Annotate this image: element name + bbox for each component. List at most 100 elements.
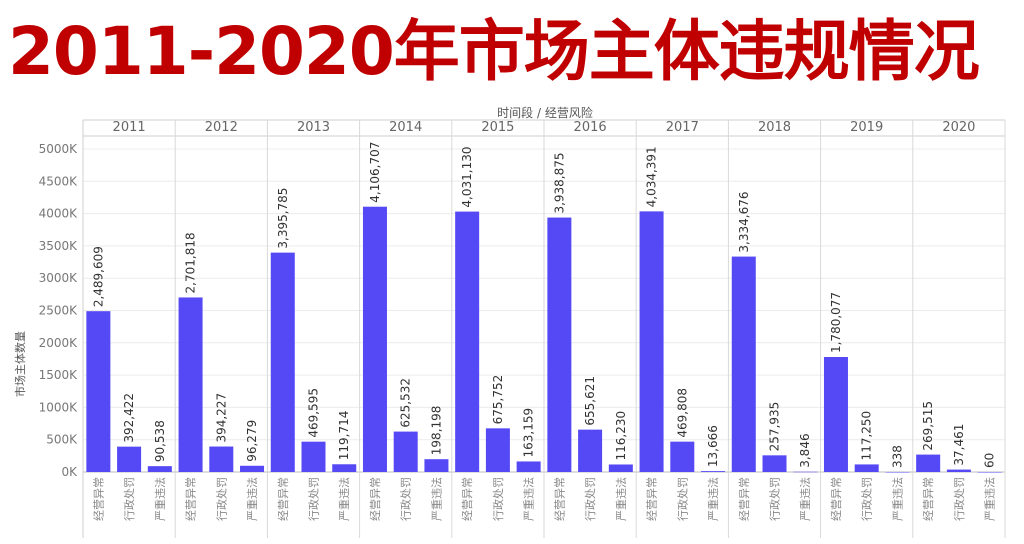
bars bbox=[86, 206, 1002, 473]
y-tick-label: 1500K bbox=[39, 368, 79, 382]
data-label: 4,106,707 bbox=[368, 142, 382, 203]
panel-frame bbox=[82, 119, 1006, 538]
bar bbox=[209, 446, 234, 472]
bar bbox=[977, 471, 1002, 473]
data-label: 4,031,130 bbox=[460, 147, 474, 208]
x-category-label: 行政处罚 bbox=[122, 477, 136, 521]
data-label: 90,538 bbox=[153, 420, 167, 462]
data-label: 2,701,818 bbox=[184, 232, 198, 293]
page-title: 2011-2020年市场主体违规情况 bbox=[8, 13, 980, 90]
bar bbox=[854, 464, 879, 472]
data-label: 1,780,077 bbox=[829, 292, 843, 353]
data-label: 2,489,609 bbox=[91, 246, 105, 307]
x-category-label: 经营异常 bbox=[645, 477, 659, 521]
bar bbox=[547, 217, 572, 472]
x-category-label: 行政处罚 bbox=[491, 477, 505, 521]
y-tick-label: 4500K bbox=[39, 174, 79, 188]
bar bbox=[516, 461, 541, 472]
year-headers: 2011 2012 2013 2014 2015 2016 2017 2018 2019 2020 bbox=[113, 120, 976, 135]
bar bbox=[393, 431, 418, 472]
bar bbox=[455, 211, 480, 473]
x-category-label: 经营异常 bbox=[552, 477, 566, 521]
x-category-label: 行政处罚 bbox=[214, 477, 228, 521]
bar bbox=[362, 206, 387, 472]
data-label: 119,714 bbox=[337, 411, 351, 461]
x-category-label: 严重违法 bbox=[153, 477, 167, 521]
x-category-label: 行政处罚 bbox=[399, 477, 413, 521]
y-axis-label: 市场主体数量 bbox=[13, 331, 27, 397]
year-label: 2015 bbox=[481, 120, 514, 135]
data-label: 4,034,391 bbox=[645, 146, 659, 207]
bar bbox=[301, 441, 326, 472]
y-tick-label: 5000K bbox=[39, 142, 79, 156]
bar bbox=[670, 441, 695, 472]
x-category-label: 经营异常 bbox=[368, 477, 382, 521]
bar bbox=[762, 455, 787, 472]
data-label: 392,422 bbox=[122, 393, 136, 443]
x-category-label: 严重违法 bbox=[890, 477, 904, 521]
data-label: 3,334,676 bbox=[737, 192, 751, 253]
year-label: 2012 bbox=[205, 120, 238, 135]
x-category-label: 经营异常 bbox=[460, 477, 474, 521]
data-label: 625,532 bbox=[399, 378, 413, 428]
bar bbox=[608, 464, 633, 472]
bar bbox=[178, 297, 203, 472]
bar bbox=[332, 464, 357, 472]
y-tick-label: 1000K bbox=[39, 400, 79, 414]
y-tick-label: 3500K bbox=[39, 239, 79, 253]
bar bbox=[117, 446, 142, 472]
bar-chart: 时间段 / 经营风险 市场主体数量 0K 500K 1000K 1500K 2000K 2… bbox=[13, 105, 1006, 538]
bar bbox=[270, 252, 295, 472]
year-label: 2016 bbox=[574, 120, 607, 135]
year-label: 2011 bbox=[113, 120, 146, 135]
bar bbox=[916, 454, 941, 472]
data-labels: 2,489,609 392,422 90,538 2,701,818 394,227 96… bbox=[91, 142, 996, 468]
x-category-label: 严重违法 bbox=[706, 477, 720, 521]
x-category-label: 严重违法 bbox=[614, 477, 628, 521]
bar bbox=[946, 469, 971, 472]
y-tick-label: 4000K bbox=[39, 207, 79, 221]
y-tick-label: 3000K bbox=[39, 271, 79, 285]
x-category-label: 行政处罚 bbox=[307, 477, 321, 521]
x-category-label: 严重违法 bbox=[337, 477, 351, 521]
data-label: 3,938,875 bbox=[552, 152, 566, 213]
x-category-label: 严重违法 bbox=[245, 477, 259, 521]
x-category-label: 经营异常 bbox=[91, 477, 105, 521]
data-label: 116,230 bbox=[614, 411, 628, 461]
bar bbox=[147, 466, 172, 472]
bar bbox=[485, 428, 510, 472]
year-label: 2018 bbox=[758, 120, 791, 135]
data-label: 3,846 bbox=[798, 433, 812, 467]
x-category-label: 行政处罚 bbox=[768, 477, 782, 521]
data-label: 675,752 bbox=[491, 375, 505, 425]
x-category-label: 行政处罚 bbox=[952, 477, 966, 521]
bar bbox=[86, 311, 111, 472]
x-category-label: 经营异常 bbox=[184, 477, 198, 521]
data-label: 257,935 bbox=[768, 402, 782, 452]
x-category-label: 经营异常 bbox=[829, 477, 843, 521]
x-category-label: 严重违法 bbox=[429, 477, 443, 521]
data-label: 394,227 bbox=[214, 393, 228, 443]
bar bbox=[885, 471, 910, 473]
data-label: 655,621 bbox=[583, 376, 597, 426]
bar bbox=[240, 465, 265, 472]
data-label: 96,279 bbox=[245, 420, 259, 462]
y-tick-label: 0K bbox=[61, 465, 78, 479]
year-label: 2017 bbox=[666, 120, 699, 135]
bar bbox=[578, 429, 603, 472]
year-label: 2014 bbox=[389, 120, 422, 135]
year-label: 2019 bbox=[850, 120, 883, 135]
data-label: 13,666 bbox=[706, 425, 720, 467]
year-label: 2013 bbox=[297, 120, 330, 135]
data-label: 117,250 bbox=[860, 411, 874, 461]
x-category-label: 行政处罚 bbox=[583, 477, 597, 521]
bar bbox=[823, 357, 848, 472]
chart-header: 时间段 / 经营风险 bbox=[497, 105, 593, 120]
x-category-label: 经营异常 bbox=[276, 477, 290, 521]
bar bbox=[701, 471, 726, 472]
bar bbox=[639, 211, 664, 472]
y-axis-ticks: 0K 500K 1000K 1500K 2000K 2500K 3000K 3500K 4000… bbox=[39, 142, 79, 479]
year-label: 2020 bbox=[942, 120, 975, 135]
data-label: 198,198 bbox=[429, 406, 443, 456]
bar bbox=[793, 471, 818, 473]
